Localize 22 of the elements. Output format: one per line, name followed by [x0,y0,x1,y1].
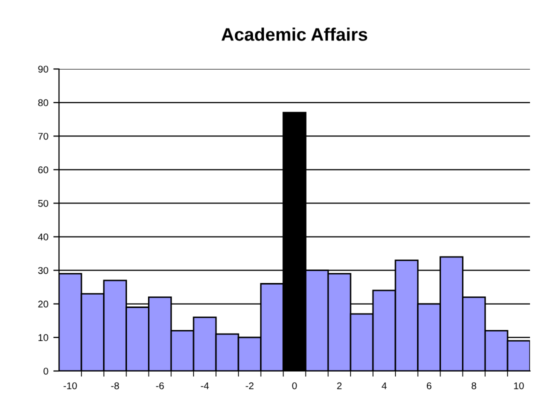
x-tick-label: -6 [156,382,164,390]
x-tick-label: 0 [292,382,297,390]
x-tick-label: 2 [337,382,342,390]
y-tick-label: 10 [38,334,48,342]
x-tick-label: -10 [64,382,77,390]
y-tick-label: 50 [38,200,48,207]
y-tick-label: 40 [38,234,48,240]
x-tick-label: -2 [246,382,254,390]
x-tick-label: -4 [200,382,209,390]
y-tick-label: 70 [38,132,48,140]
y-tick-label: 90 [38,66,48,73]
x-tick-label: 10 [514,382,524,390]
y-tick-label: 0 [44,368,48,375]
x-tick-label: 8 [472,382,476,390]
x-tick-label: 6 [426,382,432,390]
y-tick-label: 60 [38,166,48,174]
y-tick-label: 30 [38,267,48,274]
y-tick-label: 20 [38,300,48,308]
x-tick-label: 4 [382,382,387,390]
y-tick-label: 80 [38,99,48,106]
chart-title: Academic Affairs [222,28,368,41]
x-tick-label: -8 [111,382,119,390]
